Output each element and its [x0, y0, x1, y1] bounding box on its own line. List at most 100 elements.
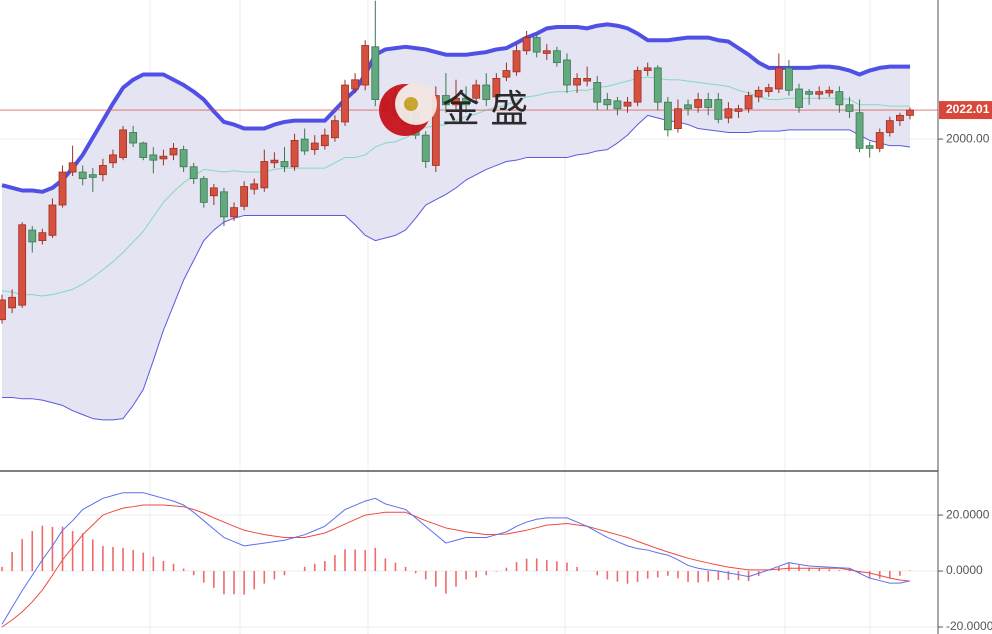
candle-body: [623, 101, 632, 107]
candle-body: [88, 174, 97, 178]
candle-body: [593, 81, 602, 103]
candle-body: [633, 70, 642, 103]
candle-body: [240, 186, 249, 207]
candle-body: [875, 132, 884, 149]
candle-body: [825, 89, 834, 94]
candle-body: [58, 171, 67, 206]
candle-body: [300, 138, 309, 152]
candle-body: [855, 112, 864, 149]
candle-body: [835, 91, 844, 106]
candle-body: [522, 37, 531, 52]
candle-body: [149, 154, 158, 161]
last-price-label: 2022.01: [946, 102, 990, 116]
logo-ball: [404, 97, 418, 111]
candle-body: [613, 100, 622, 110]
candle-body: [129, 132, 138, 144]
candle-body: [48, 204, 57, 236]
candle-body: [674, 108, 682, 129]
candle-body: [38, 232, 47, 242]
candle-body: [98, 165, 107, 176]
candle-body: [119, 129, 127, 158]
candle-body: [896, 114, 904, 122]
candle-body: [603, 99, 612, 106]
candle-body: [795, 88, 803, 108]
candle-body: [785, 67, 793, 91]
last-price-box: [939, 101, 992, 120]
candle-body: [472, 84, 481, 99]
candle-body: [109, 154, 117, 164]
candle-body: [230, 207, 238, 218]
candle-body: [774, 67, 783, 90]
macd-panel: [0, 492, 938, 628]
candle-body: [260, 161, 269, 189]
candle-body: [694, 99, 703, 108]
candle-body: [845, 104, 854, 112]
candle-body: [250, 183, 259, 190]
candle-body: [0, 299, 6, 321]
candle-body: [502, 70, 511, 78]
candle-body: [78, 171, 87, 180]
candle-body: [462, 97, 470, 106]
candle-body: [199, 178, 208, 203]
candle-body: [684, 104, 692, 110]
axis-labels: 2000.00 2022.01 20.0000 0.0000 -20.0000: [938, 101, 992, 633]
price-panel: [0, 0, 938, 421]
candle-body: [220, 191, 228, 218]
candle-body: [805, 91, 814, 95]
candle-body: [18, 224, 27, 306]
band-upper: [1, 22, 910, 194]
y-tick-label: 0.0000: [946, 563, 983, 577]
candle-body: [482, 84, 491, 100]
candle-body: [189, 166, 198, 180]
candle-body: [653, 67, 662, 103]
candle-body: [583, 78, 592, 82]
candle-body: [512, 50, 521, 73]
candle-body: [573, 78, 581, 86]
y-tick-label: 20.0000: [946, 507, 990, 521]
dif-line: [1, 492, 911, 625]
candle-body: [714, 99, 723, 120]
candle-body: [179, 149, 188, 168]
candle-body: [361, 45, 370, 86]
candle-body: [724, 108, 733, 119]
candle-body: [452, 97, 460, 106]
candle-body: [442, 95, 450, 106]
candle-body: [28, 229, 37, 243]
candle-body: [552, 50, 561, 64]
candle-body: [139, 142, 148, 158]
candle-body: [331, 120, 339, 139]
watermark-text: 金 盛: [442, 89, 529, 131]
band-lower: [2, 114, 911, 421]
candle-body: [885, 120, 894, 133]
candle-body: [663, 101, 672, 131]
candle-body: [492, 78, 501, 98]
candle-body: [351, 79, 360, 90]
watermark: 金 盛: [379, 83, 528, 136]
candle-body: [310, 142, 319, 151]
candle-body: [280, 161, 289, 168]
candle-body: [815, 91, 824, 95]
candle-body: [209, 187, 218, 197]
y-tick-label: -20.0000: [946, 619, 992, 633]
candle-body: [341, 84, 349, 123]
candle-body: [8, 296, 16, 309]
y-tick-label: 2000.00: [946, 131, 990, 145]
candle-body: [320, 134, 329, 147]
candle-body: [421, 134, 430, 162]
candle-body: [563, 59, 571, 86]
dea-line: [1, 504, 911, 628]
candle-body: [643, 67, 652, 71]
candle-body: [169, 147, 178, 156]
candle-body: [371, 46, 380, 100]
candle-body: [542, 50, 551, 54]
candle-body: [270, 159, 279, 164]
candle-body: [159, 155, 168, 160]
candle-body: [68, 162, 77, 173]
candle-body: [744, 95, 753, 110]
candle-body: [906, 109, 914, 116]
candle-body: [532, 37, 541, 53]
candle-body: [704, 99, 713, 108]
candle-body: [764, 87, 773, 93]
